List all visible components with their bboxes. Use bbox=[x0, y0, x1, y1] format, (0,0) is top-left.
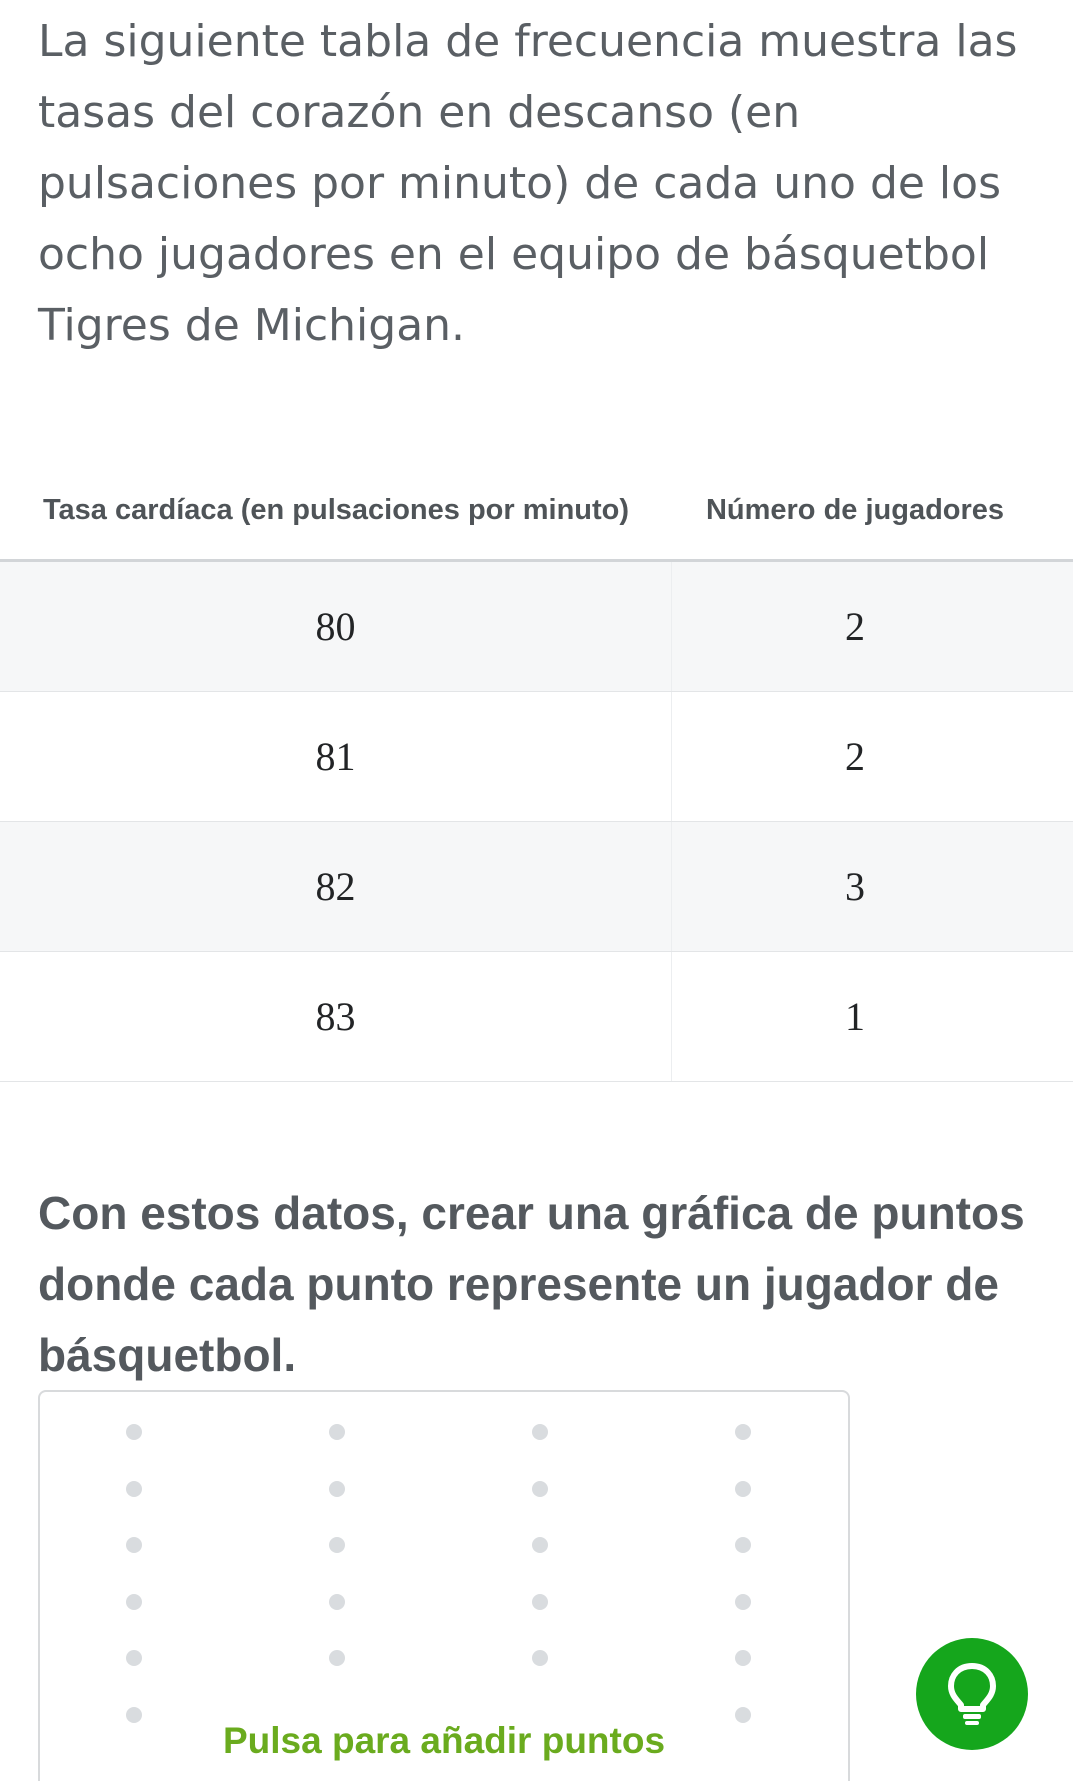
cell-player-count: 1 bbox=[845, 994, 865, 1039]
placeholder-dot[interactable] bbox=[126, 1424, 142, 1440]
placeholder-dot[interactable] bbox=[735, 1481, 751, 1497]
cell-heart-rate: 83 bbox=[0, 952, 672, 1081]
cell-player-count: 3 bbox=[845, 864, 865, 909]
placeholder-dot[interactable] bbox=[329, 1424, 345, 1440]
frequency-table: Tasa cardíaca (en pulsaciones por minuto… bbox=[0, 470, 1073, 1082]
placeholder-dot[interactable] bbox=[329, 1594, 345, 1610]
placeholder-dot[interactable] bbox=[735, 1424, 751, 1440]
header-heart-rate: Tasa cardíaca (en pulsaciones por minuto… bbox=[42, 494, 630, 526]
table-row: 80 2 bbox=[0, 562, 1073, 692]
placeholder-dot[interactable] bbox=[126, 1650, 142, 1666]
placeholder-dot[interactable] bbox=[735, 1650, 751, 1666]
cell-heart-rate: 82 bbox=[0, 822, 672, 951]
placeholder-dot[interactable] bbox=[735, 1537, 751, 1553]
placeholder-dot[interactable] bbox=[329, 1650, 345, 1666]
placeholder-dot[interactable] bbox=[532, 1481, 548, 1497]
placeholder-dot[interactable] bbox=[532, 1594, 548, 1610]
dot-plot-area[interactable]: Pulsa para añadir puntos bbox=[38, 1390, 850, 1781]
table-header: Tasa cardíaca (en pulsaciones por minuto… bbox=[0, 470, 1073, 562]
intro-text: La siguiente tabla de frecuencia muestra… bbox=[38, 16, 1018, 351]
instruction-text: Con estos datos, crear una gráfica de pu… bbox=[38, 1187, 1025, 1381]
placeholder-dot[interactable] bbox=[532, 1650, 548, 1666]
placeholder-dot[interactable] bbox=[126, 1707, 142, 1723]
placeholder-dot[interactable] bbox=[126, 1594, 142, 1610]
table-row: 81 2 bbox=[0, 692, 1073, 822]
cell-heart-rate: 81 bbox=[0, 692, 672, 821]
cell-player-count: 2 bbox=[845, 604, 865, 649]
tap-to-add-dots-label: Pulsa para añadir puntos bbox=[222, 1720, 666, 1761]
placeholder-dot[interactable] bbox=[532, 1537, 548, 1553]
table-row: 82 3 bbox=[0, 822, 1073, 952]
placeholder-dot[interactable] bbox=[329, 1537, 345, 1553]
placeholder-dot[interactable] bbox=[735, 1594, 751, 1610]
header-player-count: Número de jugadores bbox=[705, 494, 1005, 526]
lightbulb-icon bbox=[948, 1663, 996, 1725]
placeholder-dot[interactable] bbox=[126, 1481, 142, 1497]
placeholder-dot[interactable] bbox=[735, 1707, 751, 1723]
cell-player-count: 2 bbox=[845, 734, 865, 779]
placeholder-dot[interactable] bbox=[532, 1424, 548, 1440]
table-row: 83 1 bbox=[0, 952, 1073, 1082]
placeholder-dot[interactable] bbox=[126, 1537, 142, 1553]
placeholder-dot[interactable] bbox=[329, 1481, 345, 1497]
hint-button[interactable] bbox=[916, 1638, 1028, 1750]
cell-heart-rate: 80 bbox=[0, 562, 672, 691]
